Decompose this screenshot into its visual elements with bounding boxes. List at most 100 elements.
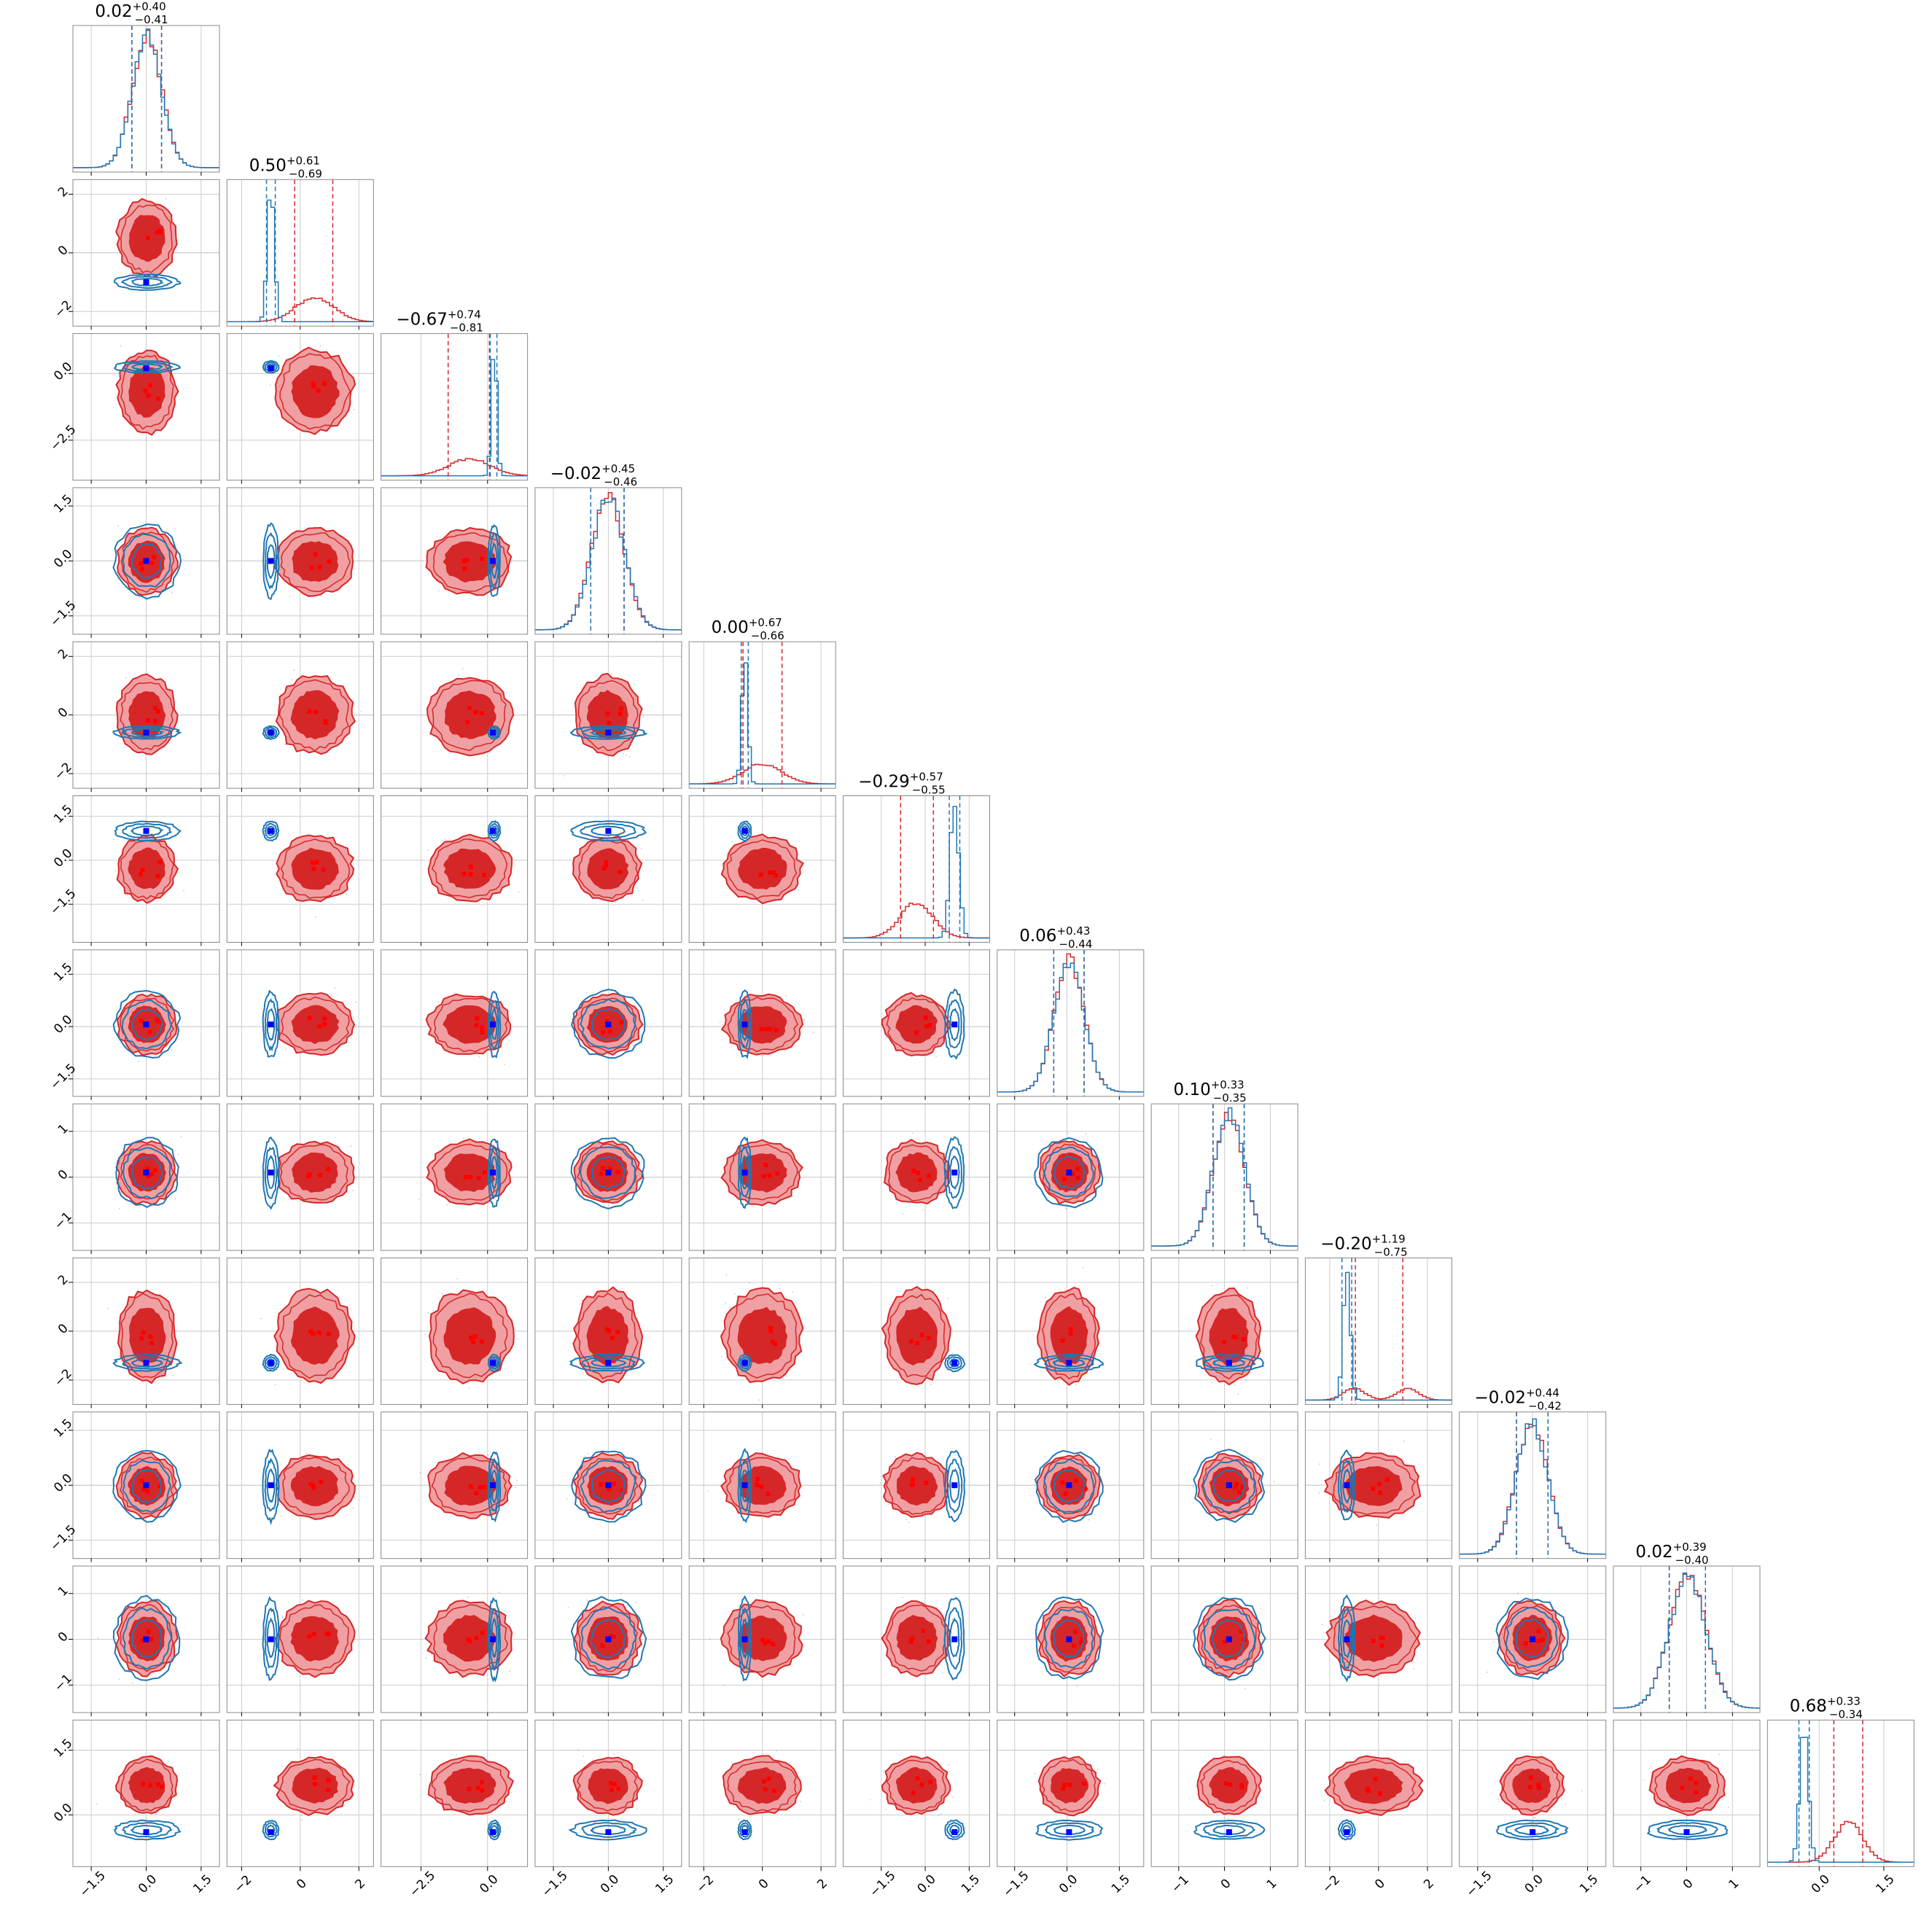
- scatter-point: [785, 1375, 787, 1377]
- blue-contour: [1033, 1353, 1105, 1372]
- truth-marker: [143, 827, 149, 834]
- y-tick-label: 1.5: [51, 492, 75, 516]
- scatter-point: [508, 1040, 510, 1043]
- red-contour-mid: [1041, 1605, 1096, 1673]
- blue-contour: [131, 1358, 163, 1368]
- scatter-point: [463, 1137, 465, 1139]
- red-marker: [766, 1491, 771, 1496]
- truth-marker: [1226, 1482, 1232, 1489]
- title-median: 0.10: [1174, 1080, 1211, 1099]
- blue-contour: [130, 825, 164, 836]
- red-marker: [1240, 1484, 1245, 1489]
- title-median: −0.29: [858, 773, 909, 792]
- title-plus: +0.43: [1056, 924, 1090, 938]
- y-tick-label: −1: [52, 1210, 75, 1233]
- scatter-point: [642, 899, 644, 901]
- scatter-point: [352, 1507, 354, 1508]
- title-plus: +0.57: [910, 771, 943, 784]
- y-tick-label: 2: [55, 184, 71, 200]
- red-marker: [141, 1487, 147, 1492]
- red-marker: [317, 1024, 322, 1029]
- scatter-point: [901, 1597, 903, 1599]
- red-contour-mid: [120, 840, 175, 900]
- blue-contour: [739, 1145, 751, 1197]
- blue-contour: [112, 523, 182, 600]
- red-contour-mid: [577, 1458, 639, 1515]
- red-marker: [1068, 1331, 1073, 1336]
- red-marker: [157, 860, 163, 865]
- red-marker: [917, 1177, 922, 1183]
- truth-marker: [1226, 1360, 1232, 1366]
- red-marker: [318, 1173, 323, 1178]
- hist-panel-7: 0.06+0.43 −0.44: [997, 924, 1145, 1100]
- scatter-point: [1318, 1492, 1320, 1494]
- scatter-point: [314, 916, 316, 918]
- red-marker: [908, 1639, 914, 1644]
- blue-contour: [487, 819, 502, 842]
- red-marker: [463, 1175, 468, 1180]
- blue-contour: [739, 1355, 751, 1370]
- red-contour-mid: [1201, 1457, 1258, 1515]
- contour-panel-11-9: [1304, 1565, 1452, 1716]
- red-marker: [771, 870, 776, 875]
- truth-marker: [490, 1360, 496, 1366]
- blue-contour: [739, 997, 751, 1049]
- y-tick-label: 0.0: [51, 1801, 75, 1825]
- red-marker: [607, 1328, 612, 1333]
- blue-contour: [266, 1617, 276, 1658]
- contour-panel-10-1: −1.5 0.0 1.5: [47, 1411, 220, 1562]
- red-marker: [479, 1025, 484, 1030]
- truth-marker: [1226, 1636, 1232, 1643]
- contour-panel-7-5: [688, 949, 836, 1100]
- y-tick-label: 0.0: [51, 359, 75, 383]
- hist-panel-2: 0.50+0.61 −0.69: [226, 154, 374, 330]
- scatter-point: [1247, 1287, 1249, 1289]
- red-marker: [312, 1782, 317, 1787]
- blue-contour: [946, 1356, 963, 1370]
- contour-panel-11-1: −1 0 1: [52, 1565, 220, 1716]
- contour-panel-9-6: [843, 1257, 990, 1409]
- contour-panel-4-3: [381, 487, 529, 638]
- scatter-point: [1414, 1617, 1417, 1619]
- blue-contour: [943, 1136, 965, 1210]
- scatter-point: [792, 1291, 793, 1293]
- panel-frame: [997, 1565, 1145, 1713]
- truth-marker: [1066, 1636, 1072, 1643]
- blue-contour: [1212, 1469, 1246, 1503]
- red-marker: [755, 1476, 760, 1481]
- truth-marker: [951, 1636, 958, 1643]
- y-tick-label: −1: [52, 1672, 75, 1695]
- scatter-point: [588, 1452, 590, 1454]
- blue-contour: [264, 726, 278, 739]
- red-contour-mid: [888, 1144, 948, 1201]
- truth-marker: [1066, 1482, 1072, 1489]
- red-marker: [323, 719, 328, 724]
- red-marker: [600, 1643, 605, 1648]
- blue-contour: [580, 1460, 636, 1514]
- red-marker: [465, 720, 470, 725]
- title-median: 0.02: [1635, 1543, 1672, 1562]
- red-marker: [1540, 1637, 1545, 1643]
- scatter-point: [762, 1054, 764, 1056]
- title-minus: −0.75: [1374, 1245, 1408, 1258]
- blue-histogram: [997, 962, 1144, 1093]
- scatter-point: [951, 1619, 954, 1621]
- hist-panel-3: −0.67+0.74 −0.81: [381, 308, 529, 484]
- red-contour-mid: [120, 1144, 174, 1199]
- red-marker: [479, 1339, 484, 1344]
- truth-marker: [143, 1169, 149, 1176]
- blue-contour: [741, 1008, 749, 1042]
- scatter-point: [879, 1482, 881, 1484]
- red-marker: [926, 1173, 931, 1178]
- y-tick-label: 0.0: [51, 1471, 75, 1495]
- blue-histogram: [534, 497, 682, 631]
- red-contour-inner: [896, 1465, 938, 1506]
- scatter-point: [159, 1598, 161, 1600]
- red-contour-mid: [281, 996, 350, 1051]
- red-marker: [607, 1166, 612, 1172]
- red-contour-mid: [120, 1457, 174, 1515]
- red-marker: [1072, 1643, 1077, 1648]
- scatter-point: [785, 1296, 787, 1298]
- red-marker: [160, 1784, 165, 1789]
- hist-title: 0.02+0.40 −0.41: [95, 0, 168, 26]
